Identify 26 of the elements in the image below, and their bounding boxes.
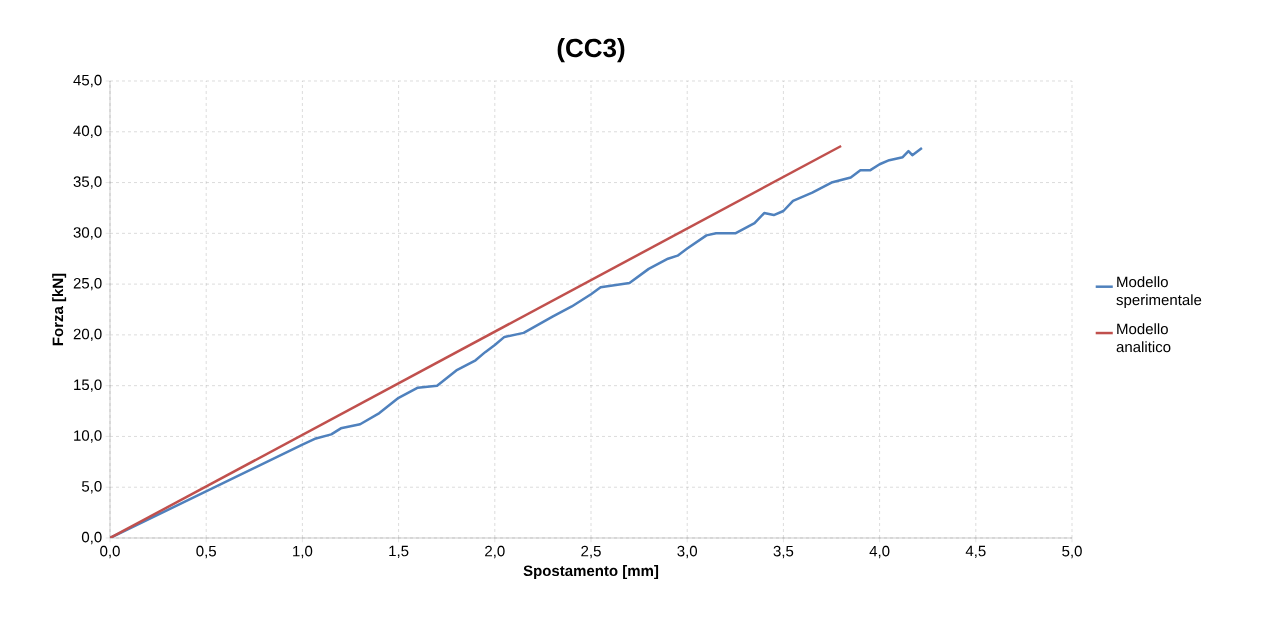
y-tick-label: 45,0	[73, 74, 102, 88]
y-tick-label: 10,0	[74, 430, 102, 443]
chart-title: (CC3)	[557, 38, 625, 63]
y-tick-label: 5,0	[81, 481, 102, 494]
x-tick-label: 2,0	[485, 545, 505, 559]
y-tick-label: 20,0	[73, 328, 102, 342]
x-tick-label: 1,5	[389, 545, 409, 559]
x-tick-label: 4,5	[965, 545, 986, 559]
x-tick-label: 1,0	[293, 545, 313, 559]
legend-label: Modello analitico	[1116, 323, 1171, 353]
y-tick-label: 15,0	[74, 379, 102, 392]
x-tick-label: 5,0	[1062, 545, 1082, 559]
y-tick-label: 25,0	[73, 277, 102, 291]
y-axis-title: Forza [kN]	[52, 273, 67, 346]
x-tick-label: 3,0	[677, 545, 698, 559]
x-tick-label: 3,5	[773, 545, 794, 559]
y-tick-label: 40,0	[73, 125, 102, 138]
x-tick-label: 4,0	[869, 545, 890, 559]
x-tick-label: 0,0	[100, 545, 120, 559]
x-tick-label: 2,5	[581, 545, 601, 559]
x-axis-title: Spostamento [mm]	[523, 565, 659, 580]
y-tick-label: 35,0	[73, 176, 102, 189]
y-tick-label: 0,0	[81, 531, 102, 545]
y-tick-label: 30,0	[73, 227, 102, 240]
legend-label: Modello sperimentale	[1116, 276, 1202, 309]
x-tick-label: 0,5	[196, 545, 216, 559]
